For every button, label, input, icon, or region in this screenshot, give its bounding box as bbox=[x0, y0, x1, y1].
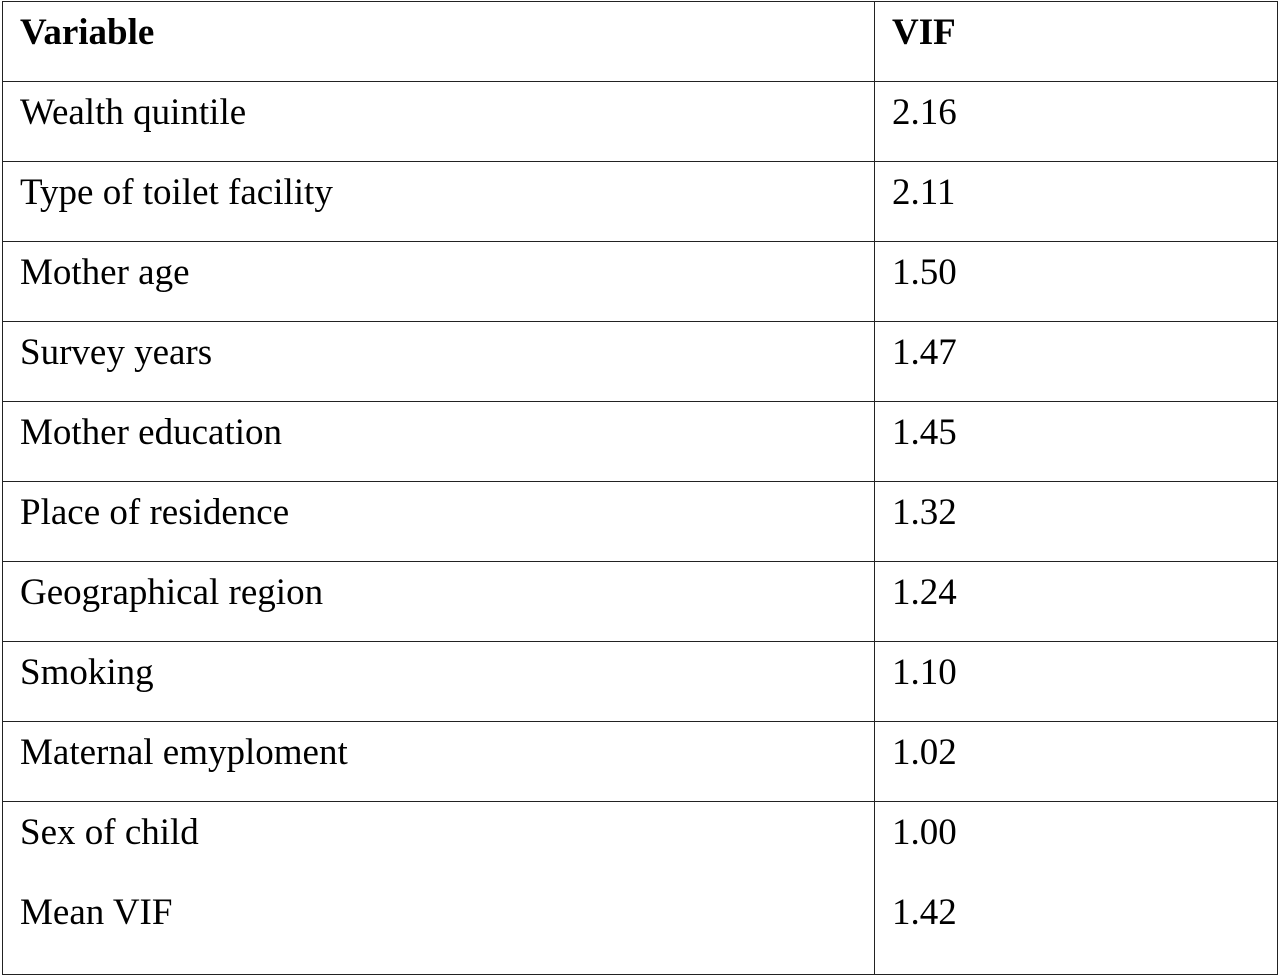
variable-cell: Geographical region bbox=[2, 561, 875, 642]
header-vif: VIF bbox=[874, 1, 1278, 82]
table-header-row: Variable VIF bbox=[2, 1, 1278, 82]
vif-cell-summary: 1.00 1.42 bbox=[874, 801, 1278, 975]
variable-cell: Mother education bbox=[2, 401, 875, 482]
variable-cell: Smoking bbox=[2, 641, 875, 722]
variable-cell: Mother age bbox=[2, 241, 875, 322]
variable-cell-summary: Sex of child Mean VIF bbox=[2, 801, 875, 975]
table-row: Mother education 1.45 bbox=[2, 401, 1278, 482]
table-row: Place of residence 1.32 bbox=[2, 481, 1278, 562]
table-row-summary: Sex of child Mean VIF 1.00 1.42 bbox=[2, 801, 1278, 975]
vif-cell: 1.24 bbox=[874, 561, 1278, 642]
vif-cell: 1.10 bbox=[874, 641, 1278, 722]
table-row: Type of toilet facility 2.11 bbox=[2, 161, 1278, 242]
variable-cell: Place of residence bbox=[2, 481, 875, 562]
table-row: Mother age 1.50 bbox=[2, 241, 1278, 322]
vif-cell: 2.11 bbox=[874, 161, 1278, 242]
variable-cell: Type of toilet facility bbox=[2, 161, 875, 242]
vif-cell: 2.16 bbox=[874, 81, 1278, 162]
vif-cell: 1.47 bbox=[874, 321, 1278, 402]
vif-cell: 1.32 bbox=[874, 481, 1278, 562]
sex-of-child-vif: 1.00 bbox=[892, 812, 957, 853]
variable-cell: Survey years bbox=[2, 321, 875, 402]
variable-cell: Maternal emyploment bbox=[2, 721, 875, 802]
table-row: Survey years 1.47 bbox=[2, 321, 1278, 402]
vif-cell: 1.02 bbox=[874, 721, 1278, 802]
mean-vif-value: 1.42 bbox=[892, 892, 957, 933]
table-row: Smoking 1.10 bbox=[2, 641, 1278, 722]
table-row: Wealth quintile 2.16 bbox=[2, 81, 1278, 162]
vif-cell: 1.45 bbox=[874, 401, 1278, 482]
mean-vif-label: Mean VIF bbox=[20, 892, 173, 933]
header-variable: Variable bbox=[2, 1, 875, 82]
variable-cell: Wealth quintile bbox=[2, 81, 875, 162]
vif-cell: 1.50 bbox=[874, 241, 1278, 322]
table-row: Geographical region 1.24 bbox=[2, 561, 1278, 642]
sex-of-child-label: Sex of child bbox=[20, 812, 199, 853]
table-row: Maternal emyploment 1.02 bbox=[2, 721, 1278, 802]
